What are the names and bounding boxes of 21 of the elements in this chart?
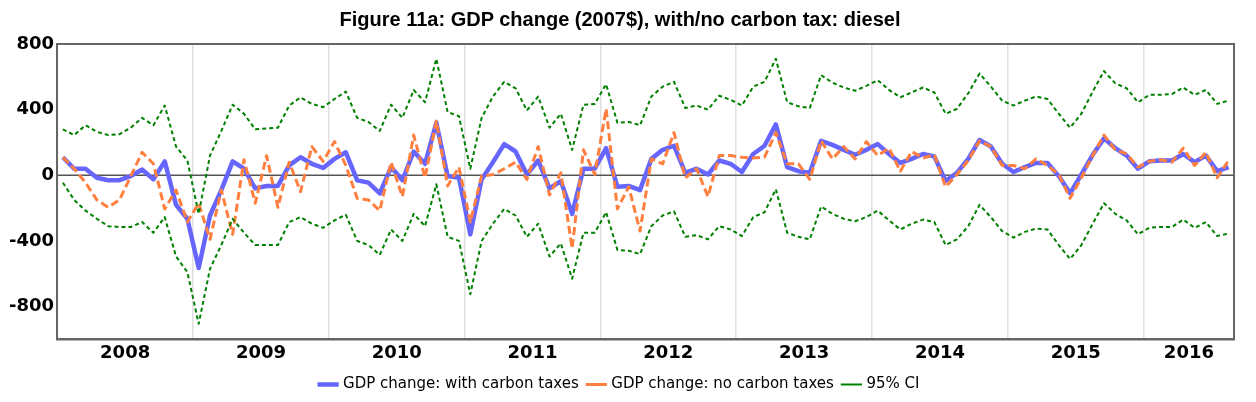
x-tick-label: 2011 <box>507 340 558 362</box>
y-tick-label: 400 <box>16 97 55 119</box>
x-tick-label: 2016 <box>1163 340 1214 362</box>
y-tick-label: 800 <box>16 31 55 53</box>
chart-title: Figure 11a: GDP change (2007$), with/no carbon tax: diesel <box>339 7 901 30</box>
x-tick-label: 2013 <box>779 340 830 362</box>
line-series <box>61 181 1230 325</box>
x-tick-label: 2014 <box>914 340 965 362</box>
x-tick-label: 2010 <box>371 340 422 362</box>
line-series <box>61 107 1231 250</box>
legend-label: GDP change: no carbon taxes <box>611 374 835 393</box>
y-tick-label: -800 <box>9 294 55 316</box>
x-tick-label: 2015 <box>1050 340 1101 362</box>
y-tick-label: -400 <box>9 228 55 250</box>
line-series <box>61 57 1230 215</box>
x-tick-label: 2009 <box>235 340 286 362</box>
legend-label: GDP change: with carbon taxes <box>343 374 579 393</box>
x-tick-label: 2008 <box>100 340 151 362</box>
legend-label: 95% CI <box>866 374 920 393</box>
y-tick-label: 0 <box>41 162 55 184</box>
x-tick-label: 2012 <box>643 340 694 362</box>
